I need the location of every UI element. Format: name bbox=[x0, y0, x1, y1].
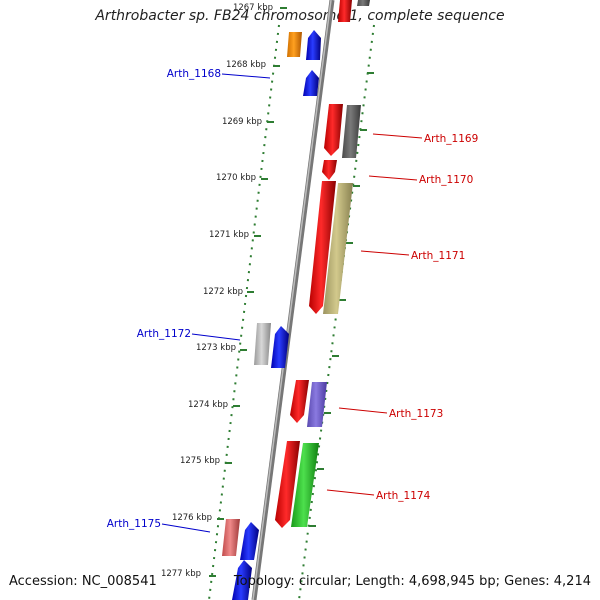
gene-labels: Arth_1168 Arth_1172 Arth_1175 Arth_1169 … bbox=[107, 68, 479, 530]
gene-label-arth-1171[interactable]: Arth_1171 bbox=[411, 250, 465, 262]
gene-red-1169[interactable] bbox=[324, 104, 343, 156]
tick-label: 1277 kbp bbox=[161, 569, 201, 579]
forward-genes bbox=[222, 30, 321, 600]
gene-pink[interactable] bbox=[222, 519, 240, 556]
tick-label: 1268 kbp bbox=[226, 60, 266, 70]
gene-gray-1169[interactable] bbox=[342, 105, 361, 158]
reverse-genes bbox=[275, 0, 370, 528]
gene-blue-1172[interactable] bbox=[271, 326, 289, 368]
gene-orange[interactable] bbox=[287, 32, 302, 57]
gene-label-arth-1172[interactable]: Arth_1172 bbox=[137, 328, 191, 340]
tick-label: 1267 kbp bbox=[233, 3, 273, 13]
sequence-axis bbox=[251, 0, 335, 600]
gene-label-arth-1175[interactable]: Arth_1175 bbox=[107, 518, 161, 530]
tick-label: 1276 kbp bbox=[172, 513, 212, 523]
map-title: Arthrobacter sp. FB24 chromosome 1, comp… bbox=[95, 8, 505, 24]
gene-red-1173[interactable] bbox=[290, 380, 309, 423]
gene-blue-1168[interactable] bbox=[303, 70, 319, 96]
gene-label-arth-1170[interactable]: Arth_1170 bbox=[419, 174, 473, 186]
gene-red-1171[interactable] bbox=[309, 181, 336, 314]
gene-green-1174[interactable] bbox=[291, 443, 319, 527]
tick-label: 1275 kbp bbox=[180, 456, 220, 466]
gene-red-top[interactable] bbox=[338, 0, 352, 22]
tick-labels: 1267 kbp 1268 kbp 1269 kbp 1270 kbp 1271… bbox=[161, 3, 273, 579]
gene-label-arth-1169[interactable]: Arth_1169 bbox=[424, 133, 478, 145]
tick-label: 1274 kbp bbox=[188, 400, 228, 410]
gene-blue-1167[interactable] bbox=[306, 30, 321, 60]
label-connectors bbox=[161, 73, 423, 533]
left-dotted-border bbox=[208, 24, 280, 600]
tick-label: 1270 kbp bbox=[216, 173, 256, 183]
gene-label-arth-1168[interactable]: Arth_1168 bbox=[167, 68, 221, 80]
gene-blue-1176[interactable] bbox=[232, 560, 252, 600]
gene-gray-light[interactable] bbox=[254, 323, 271, 365]
gene-label-arth-1174[interactable]: Arth_1174 bbox=[376, 490, 431, 502]
gene-gray-top[interactable] bbox=[357, 0, 370, 6]
gene-purple-1173[interactable] bbox=[307, 382, 327, 427]
gene-red-1170[interactable] bbox=[322, 160, 337, 180]
tick-label: 1273 kbp bbox=[196, 343, 236, 353]
tick-label: 1272 kbp bbox=[203, 287, 243, 297]
gene-blue-1175[interactable] bbox=[240, 522, 259, 560]
tick-label: 1269 kbp bbox=[222, 117, 262, 127]
tick-label: 1271 kbp bbox=[209, 230, 249, 240]
sequence-summary: Topology: circular; Length: 4,698,945 bp… bbox=[233, 574, 591, 589]
tick-marks bbox=[209, 7, 374, 577]
gene-label-arth-1173[interactable]: Arth_1173 bbox=[389, 408, 443, 420]
accession-label: Accession: NC_008541 bbox=[9, 574, 157, 589]
gene-khaki-1171[interactable] bbox=[323, 183, 353, 314]
gene-red-1174[interactable] bbox=[275, 441, 300, 528]
